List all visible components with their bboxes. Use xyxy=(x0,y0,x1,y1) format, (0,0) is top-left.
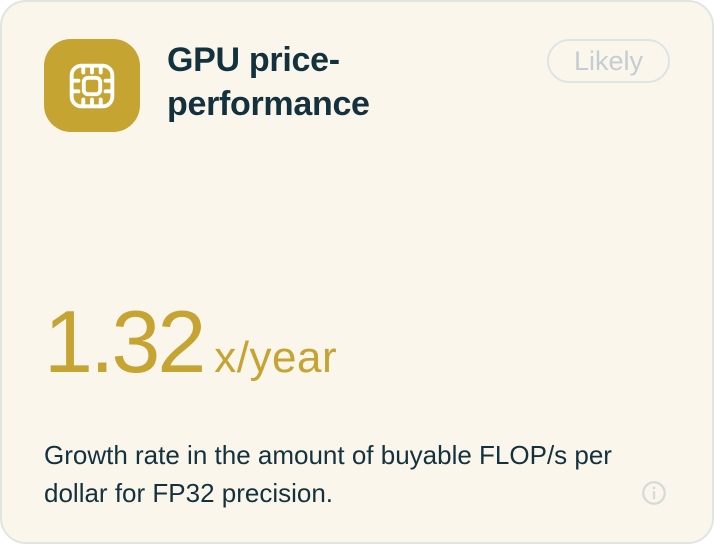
metric-value-row: 1.32 x/year xyxy=(44,298,337,386)
metric-unit: x/year xyxy=(214,333,338,382)
gpu-chip-icon xyxy=(61,55,123,117)
likelihood-badge: Likely xyxy=(546,39,670,83)
metric-value: 1.32 xyxy=(44,292,206,391)
likelihood-badge-label: Likely xyxy=(573,45,643,76)
metric-description: Growth rate in the amount of buyable FLO… xyxy=(44,440,612,508)
info-button[interactable] xyxy=(640,479,668,507)
page-title: GPU price-performance xyxy=(167,41,370,123)
info-icon xyxy=(640,479,668,507)
gpu-chip-icon-tile xyxy=(44,39,140,132)
